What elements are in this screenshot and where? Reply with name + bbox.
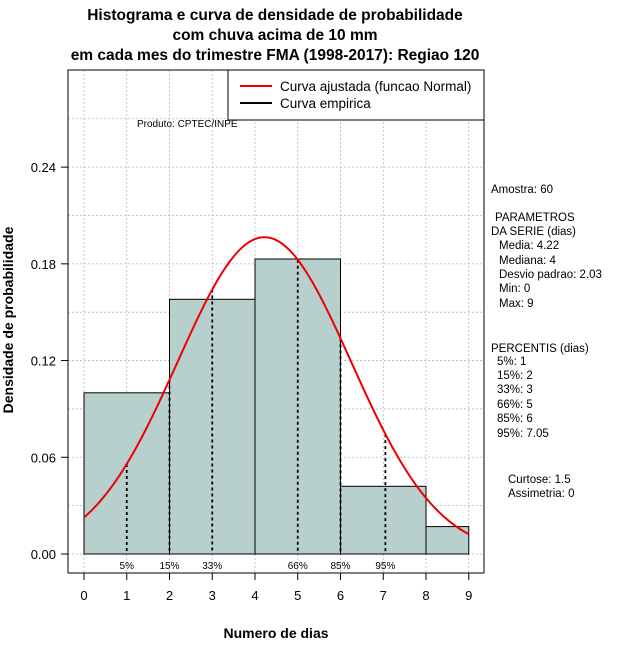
stats-min: Min: 0 <box>499 283 530 295</box>
stats-params-title-2: DA SERIE (dias) <box>491 226 576 238</box>
x-axis: 0 1 2 3 4 5 6 7 8 9 <box>80 572 472 603</box>
stats-params-title-1: PARAMETROS <box>495 212 575 224</box>
legend: Curva ajustada (funcao Normal) Curva emp… <box>227 69 485 121</box>
stats-p66: 66%: 5 <box>497 399 533 411</box>
x-tick-label-8: 8 <box>422 588 429 603</box>
x-tick-label-4: 4 <box>251 588 258 603</box>
y-tick-label-3: 0.18 <box>31 257 56 272</box>
fitted-curve-layer <box>83 236 470 536</box>
stats-p15: 15%: 2 <box>497 370 533 382</box>
stats-p95: 95%: 7.05 <box>497 428 549 440</box>
y-tick-label-4: 0.24 <box>31 160 56 175</box>
histogram-bar-1 <box>169 298 256 555</box>
legend-fitted-label: Curva ajustada (funcao Normal) <box>280 79 471 94</box>
stats-curtose: Curtose: 1.5 <box>508 474 571 486</box>
fitted-normal-curve <box>83 236 470 536</box>
credit-text: Produto: CPTEC/INPE <box>137 119 238 130</box>
y-axis: 0.00 0.06 0.12 0.18 0.24 <box>31 160 69 562</box>
x-tick-label-1: 1 <box>123 588 130 603</box>
x-tick-label-0: 0 <box>80 588 87 603</box>
stats-mediana: Mediana: 4 <box>499 255 557 267</box>
y-tick-label-2: 0.12 <box>31 354 56 369</box>
percentile-lines: 5% 15% 33% 66% 85% 95% <box>120 259 396 572</box>
histogram-bars <box>83 258 470 555</box>
histogram-bar-0 <box>83 392 170 555</box>
percentile-label-5: 95% <box>375 561 395 572</box>
percentile-label-3: 66% <box>288 561 308 572</box>
legend-box <box>227 69 485 121</box>
stats-p33: 33%: 3 <box>497 384 533 396</box>
stats-p5: 5%: 1 <box>497 356 526 368</box>
y-tick-label-0: 0.00 <box>31 547 56 562</box>
x-tick-label-3: 3 <box>209 588 216 603</box>
x-tick-label-7: 7 <box>380 588 387 603</box>
x-axis-title: Numero de dias <box>223 625 328 641</box>
chart-title-line-3: em cada mes do trimestre FMA (1998-2017)… <box>71 47 480 64</box>
x-tick-label-2: 2 <box>166 588 173 603</box>
percentile-label-1: 15% <box>159 561 179 572</box>
stats-panel: Amostra: 60 PARAMETROS DA SERIE (dias) M… <box>491 184 602 500</box>
stats-sample: Amostra: 60 <box>491 184 553 196</box>
stats-assimetria: Assimetria: 0 <box>508 488 574 500</box>
chart-title-line-2: com chuva acima de 10 mm <box>172 27 377 44</box>
stats-p85: 85%: 6 <box>497 413 533 425</box>
x-tick-label-5: 5 <box>294 588 301 603</box>
stats-desvio: Desvio padrao: 2.03 <box>499 269 602 281</box>
x-tick-label-6: 6 <box>337 588 344 603</box>
stats-max: Max: 9 <box>499 298 534 310</box>
y-tick-label-1: 0.06 <box>31 450 56 465</box>
y-axis-title: Densidade de probabilidade <box>0 226 16 413</box>
percentile-label-4: 85% <box>330 561 350 572</box>
x-tick-label-9: 9 <box>465 588 472 603</box>
stats-media: Media: 4.22 <box>499 240 559 252</box>
percentile-label-2: 33% <box>202 561 222 572</box>
legend-empirical-label: Curva empirica <box>280 96 371 111</box>
histogram-bar-3 <box>340 485 427 555</box>
percentile-label-0: 5% <box>120 561 135 572</box>
chart-title-line-1: Histograma e curva de densidade de proba… <box>87 7 463 24</box>
stats-percentis-title: PERCENTIS (dias) <box>491 343 589 355</box>
